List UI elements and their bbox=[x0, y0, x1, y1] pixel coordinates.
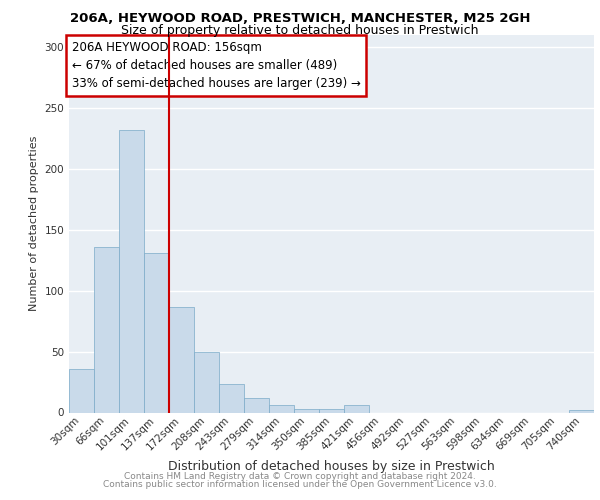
Text: Contains public sector information licensed under the Open Government Licence v3: Contains public sector information licen… bbox=[103, 480, 497, 489]
Bar bbox=[194, 352, 219, 412]
Bar bbox=[69, 368, 94, 412]
Bar bbox=[244, 398, 269, 412]
X-axis label: Distribution of detached houses by size in Prestwich: Distribution of detached houses by size … bbox=[168, 460, 495, 473]
Text: 206A, HEYWOOD ROAD, PRESTWICH, MANCHESTER, M25 2GH: 206A, HEYWOOD ROAD, PRESTWICH, MANCHESTE… bbox=[70, 12, 530, 26]
Text: Contains HM Land Registry data © Crown copyright and database right 2024.: Contains HM Land Registry data © Crown c… bbox=[124, 472, 476, 481]
Y-axis label: Number of detached properties: Number of detached properties bbox=[29, 136, 39, 312]
Text: Size of property relative to detached houses in Prestwich: Size of property relative to detached ho… bbox=[121, 24, 479, 37]
Bar bbox=[569, 410, 594, 412]
Bar bbox=[169, 306, 194, 412]
Bar bbox=[344, 405, 369, 412]
Bar bbox=[119, 130, 144, 412]
Bar bbox=[94, 247, 119, 412]
Bar bbox=[319, 409, 344, 412]
Bar bbox=[144, 253, 169, 412]
Text: 206A HEYWOOD ROAD: 156sqm
← 67% of detached houses are smaller (489)
33% of semi: 206A HEYWOOD ROAD: 156sqm ← 67% of detac… bbox=[71, 40, 361, 90]
Bar bbox=[219, 384, 244, 412]
Bar bbox=[269, 405, 294, 412]
Bar bbox=[294, 409, 319, 412]
